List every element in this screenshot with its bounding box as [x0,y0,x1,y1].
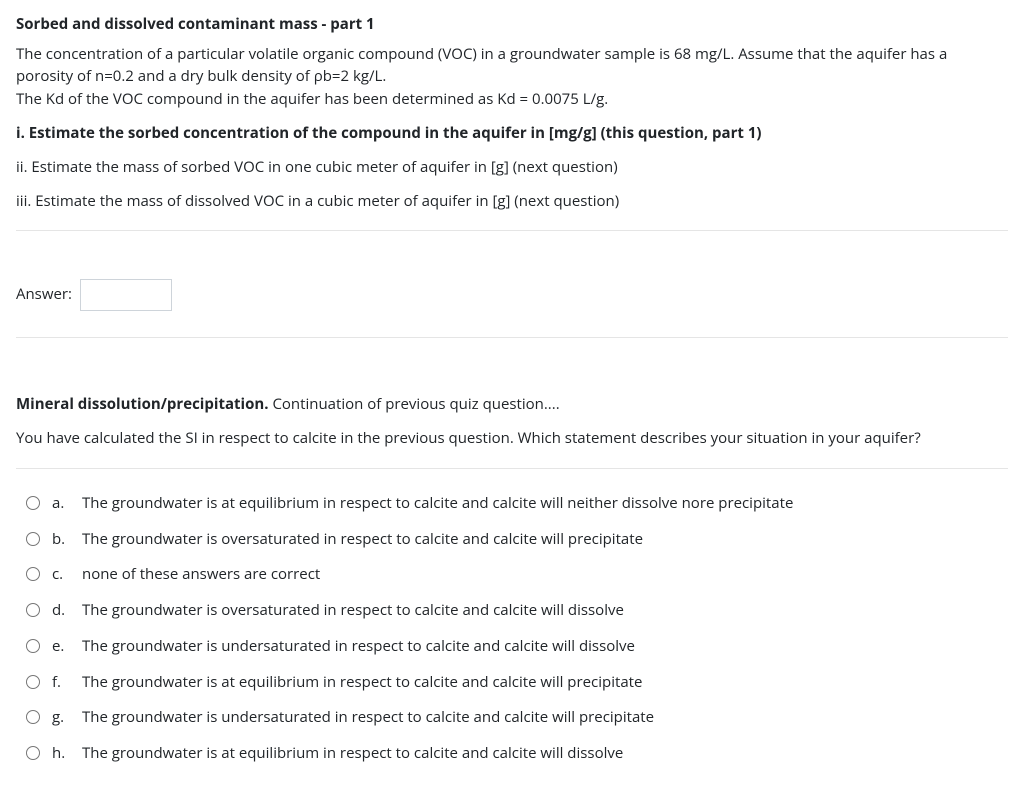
question-1-para1: The concentration of a particular volati… [16,44,1008,88]
question-2-prompt: You have calculated the SI in respect to… [16,428,1008,450]
option-e-radio[interactable] [26,639,40,653]
divider [16,230,1008,231]
option-text: The groundwater is oversaturated in resp… [82,529,1008,551]
question-1-sub-i: i. Estimate the sorbed concentration of … [16,123,1008,145]
option-a-radio[interactable] [26,496,40,510]
option-letter: c. [52,564,70,586]
answer-label: Answer: [16,284,72,306]
option-text: The groundwater is undersaturated in res… [82,636,1008,658]
question-1-body: The concentration of a particular volati… [16,44,1008,111]
question-2: Mineral dissolution/precipitation. Conti… [16,394,1008,765]
option-b-radio[interactable] [26,532,40,546]
question-2-title: Mineral dissolution/precipitation. Conti… [16,394,1008,416]
answer-row: Answer: [16,279,1008,311]
option-letter: a. [52,493,70,515]
question-1: Sorbed and dissolved contaminant mass - … [16,14,1008,338]
option-c-radio[interactable] [26,567,40,581]
option-f[interactable]: f. The groundwater is at equilibrium in … [26,672,1008,694]
question-1-sub-iii: iii. Estimate the mass of dissolved VOC … [16,191,1008,213]
option-text: The groundwater is at equilibrium in res… [82,672,1008,694]
option-letter: b. [52,529,70,551]
option-letter: f. [52,672,70,694]
answer-input[interactable] [80,279,172,311]
option-letter: g. [52,707,70,729]
option-h[interactable]: h. The groundwater is at equilibrium in … [26,743,1008,765]
question-2-options: a. The groundwater is at equilibrium in … [16,493,1008,765]
option-letter: h. [52,743,70,765]
option-h-radio[interactable] [26,746,40,760]
option-e[interactable]: e. The groundwater is undersaturated in … [26,636,1008,658]
option-text: none of these answers are correct [82,564,1008,586]
question-2-title-lead: Mineral dissolution/precipitation. [16,394,269,414]
question-2-title-rest: Continuation of previous quiz question..… [269,394,560,414]
option-letter: e. [52,636,70,658]
option-letter: d. [52,600,70,622]
option-c[interactable]: c. none of these answers are correct [26,564,1008,586]
option-text: The groundwater is oversaturated in resp… [82,600,1008,622]
question-1-title: Sorbed and dissolved contaminant mass - … [16,14,1008,36]
question-1-sub-ii: ii. Estimate the mass of sorbed VOC in o… [16,157,1008,179]
option-g[interactable]: g. The groundwater is undersaturated in … [26,707,1008,729]
option-text: The groundwater is undersaturated in res… [82,707,1008,729]
option-d-radio[interactable] [26,603,40,617]
divider [16,337,1008,338]
option-text: The groundwater is at equilibrium in res… [82,743,1008,765]
option-text: The groundwater is at equilibrium in res… [82,493,1008,515]
option-a[interactable]: a. The groundwater is at equilibrium in … [26,493,1008,515]
option-b[interactable]: b. The groundwater is oversaturated in r… [26,529,1008,551]
option-d[interactable]: d. The groundwater is oversaturated in r… [26,600,1008,622]
option-f-radio[interactable] [26,675,40,689]
option-g-radio[interactable] [26,710,40,724]
divider [16,468,1008,469]
question-1-para2: The Kd of the VOC compound in the aquife… [16,89,1008,111]
